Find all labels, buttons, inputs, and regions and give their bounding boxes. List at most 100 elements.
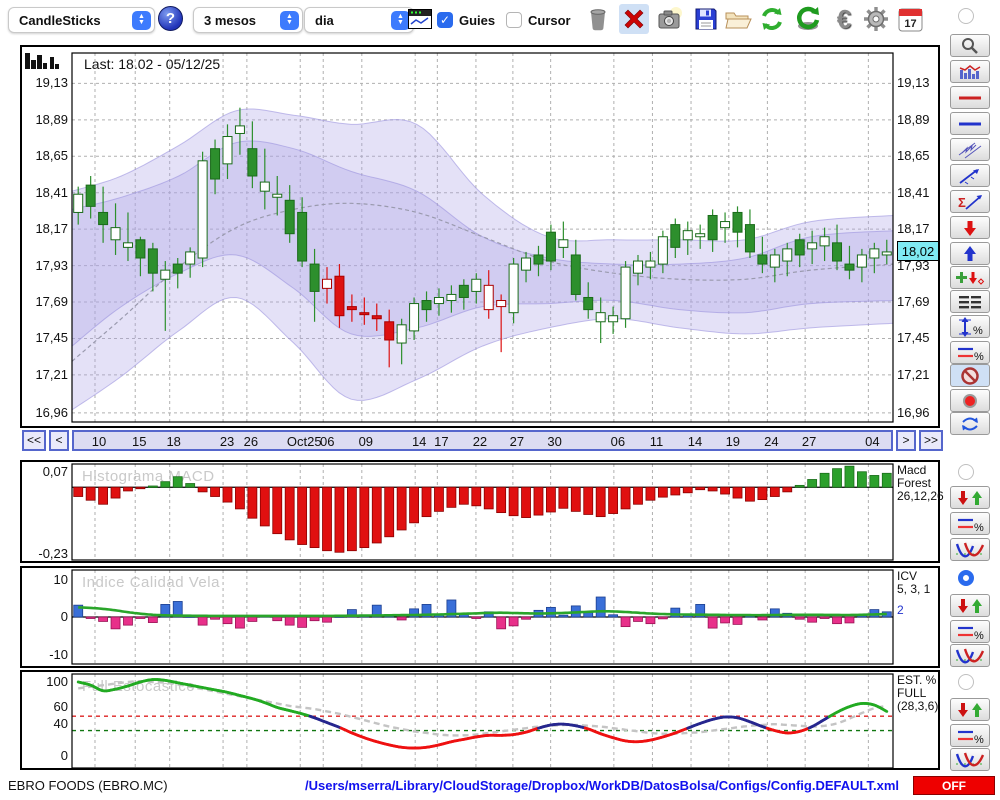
stoch-arrows-button[interactable] [950,698,990,721]
icv-curves-button[interactable] [950,644,990,667]
date-tick-label: 17 [434,434,449,449]
date-tick-label: 27 [509,434,525,449]
chart-style-button[interactable] [950,60,990,83]
trash-button[interactable] [583,4,613,34]
macd-arrows-button[interactable] [950,486,990,509]
blue-line-tool-button[interactable] [950,112,990,135]
check-icon: ✓ [439,13,451,27]
plus-arrow-diamond-icon [956,271,985,285]
icv-enable-radio[interactable] [958,570,974,586]
stoch-name: EST. % FULL (28,3,6) [897,673,939,713]
down-up-arrows-icon [958,702,982,717]
date-tick-label: 14 [411,434,427,449]
macd-top-tick: 0,07 [42,464,68,479]
period-select[interactable]: 3 mesos ▲ ▼ [193,7,303,33]
gear-icon [864,7,888,31]
main-chart-panel[interactable] [20,45,940,428]
date-scrollbar-track[interactable] [72,430,893,451]
stoch-tick-60: 60 [53,699,68,714]
trend-arrow-tool-button[interactable] [950,164,990,187]
red-line-icon [959,96,981,99]
chart-type-select[interactable]: CandleSticks ▲ ▼ [8,7,155,33]
svg-text:Σ: Σ [958,195,966,210]
lines-percent-tool-button[interactable]: % [950,341,990,364]
date-tick-label: 30 [547,434,562,449]
date-tick-label: 26 [243,434,259,449]
question-icon: ? [165,10,176,27]
cursor-label: Cursor [528,13,571,28]
red-down-arrow-icon [964,220,976,236]
channel-tool-button[interactable] [950,138,990,161]
levels-lines-tool-button[interactable] [950,290,990,313]
macd-enable-radio[interactable] [958,464,974,480]
cursor-checkbox[interactable] [506,12,522,28]
camera-icon [658,7,682,29]
record-tool-button[interactable] [950,389,990,412]
vertical-range-percent-tool-button[interactable]: % [950,315,990,338]
toolbar-radio[interactable] [958,8,974,24]
save-button[interactable] [691,4,721,34]
scroll-first-button[interactable]: << [22,430,46,451]
open-folder-button[interactable] [723,4,753,34]
crossing-curves-icon [955,752,985,767]
toolbar: CandleSticks ▲ ▼ ? 3 mesos ▲ ▼ dia ▲ ▼ ✓ Gu… [0,0,1000,40]
scroll-next-button[interactable]: > [896,430,916,451]
floppy-disk-icon [695,8,717,30]
icv-percent-lines-button[interactable]: % [950,620,990,643]
date-tick-label: 04 [865,434,880,449]
settings-button[interactable] [861,4,891,34]
macd-percent-lines-button[interactable]: % [950,512,990,535]
guies-checkbox[interactable]: ✓ [437,12,453,28]
sigma-trend-tool-button[interactable]: Σ [950,190,990,213]
svg-text:%: % [974,734,984,745]
interval-select[interactable]: dia ▲ ▼ [304,7,414,33]
mini-chart-window-button[interactable] [405,4,435,34]
sync-tool-button[interactable] [950,412,990,435]
red-x-icon [624,9,644,29]
scroll-prev-button[interactable]: < [49,430,69,451]
refresh-button[interactable] [757,4,787,34]
trend-arrow-icon [959,168,979,184]
icv-arrows-button[interactable] [950,594,990,617]
price-tick-label: 19,13 [897,75,930,91]
levels-lines-icon [959,295,981,308]
price-tick-label: 17,21 [897,366,930,382]
price-tick-label: 17,69 [897,294,930,310]
folder-icon [725,12,752,29]
off-toggle-button[interactable]: OFF [913,776,995,795]
arrow-up-tool-button[interactable] [950,242,990,265]
price-tick-label: 19,13 [35,75,68,91]
sync-arrows-icon [962,417,978,430]
stoch-percent-lines-button[interactable]: % [950,724,990,747]
crossing-curves-icon [955,542,985,557]
calendar-button[interactable]: 17 [895,4,925,34]
macd-name: Macd Forest 26,12,26 [897,463,944,503]
icv-extra-value: 2 [897,603,904,617]
zoom-tool-button[interactable] [950,34,990,57]
macd-curves-button[interactable] [950,538,990,561]
vertical-range-percent-icon: % [959,316,983,337]
euro-button[interactable]: € [829,4,859,34]
camera-button[interactable] [655,4,685,34]
trash-icon [590,9,606,31]
scroll-last-button[interactable]: >> [919,430,943,451]
date-tick-label: 22 [472,434,488,449]
red-line-tool-button[interactable] [950,86,990,109]
icv-tick-neg10: -10 [49,647,68,662]
stoch-curves-button[interactable] [950,748,990,771]
stoch-enable-radio[interactable] [958,674,974,690]
date-tick-label: Oct25 [286,434,322,449]
price-tick-label: 16,96 [897,404,930,420]
refresh-circular-icon [762,8,782,30]
delete-button[interactable] [619,4,649,34]
add-markers-tool-button[interactable] [950,266,990,289]
price-tick-label: 17,69 [35,294,68,310]
crossing-curves-icon [955,648,985,663]
help-button[interactable]: ? [158,6,183,31]
disable-tool-button[interactable] [950,364,990,387]
date-tick-label: 18 [166,434,181,449]
arrow-down-tool-button[interactable] [950,216,990,239]
refresh-s-button[interactable] [793,4,823,34]
stoch-tick-100: 100 [46,674,68,689]
